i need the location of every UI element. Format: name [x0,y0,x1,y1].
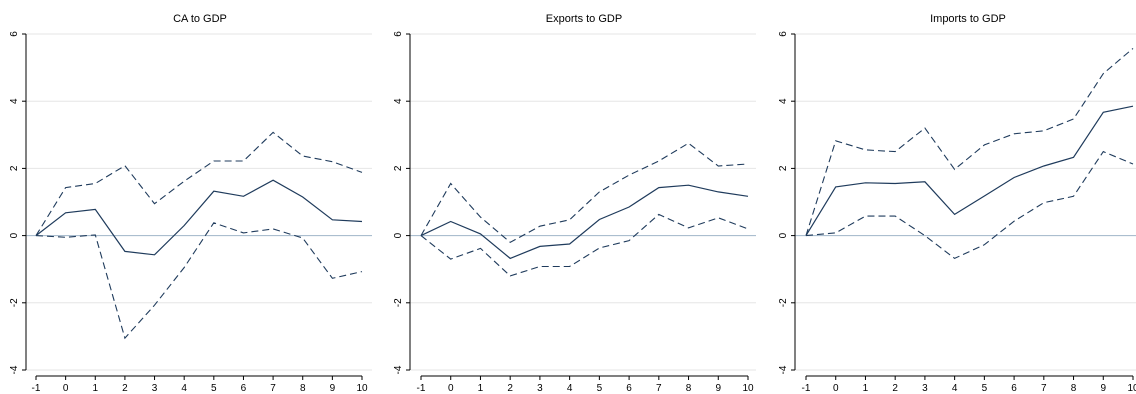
y-tick-label: 4 [9,98,20,104]
x-tick-label: 3 [152,383,158,394]
y-tick-label: -4 [778,365,789,374]
x-tick-label: 1 [92,383,98,394]
panel-1: CA to GDP -4 -2 0 2 4 6 -1 0 1 2 3 4 5 6 7 8 9 10 [9,13,372,394]
x-tick-label: 9 [330,383,336,394]
y-tick-label: -2 [778,298,789,307]
x-tick-label: 7 [270,383,276,394]
y-tick-label: 4 [778,98,789,104]
y-tick-label: -4 [9,365,20,374]
y-tick-label: 2 [393,165,404,171]
x-tick-label: 5 [982,383,988,394]
y-tick-label: 4 [393,98,404,104]
panel-title: Imports to GDP [930,13,1006,25]
x-tick-label: 2 [507,383,513,394]
x-tick-label: 5 [597,383,603,394]
x-tick-label: 6 [626,383,632,394]
series-line-estimate [420,184,749,260]
x-tick-label: 0 [448,383,454,394]
x-tick-label: 10 [742,383,754,394]
panel-title: CA to GDP [173,13,227,25]
x-tick-label: 4 [181,383,187,394]
x-tick-label: 2 [122,383,128,394]
y-tick-label: 6 [9,31,20,37]
x-tick-label: 10 [356,383,368,394]
series-line-estimate [805,105,1134,236]
x-tick-label: 10 [1127,383,1136,394]
x-tick-label: 1 [478,383,484,394]
x-tick-label: 3 [537,383,543,394]
x-tick-label: 3 [922,383,928,394]
x-tick-label: 4 [952,383,958,394]
y-tick-label: -2 [9,298,20,307]
panel-title: Exports to GDP [546,13,622,25]
x-tick-label: -1 [802,383,811,394]
x-tick-label: 8 [686,383,692,394]
x-tick-label: 4 [567,383,573,394]
series-line-band-2 [805,150,1134,260]
y-tick-label: 0 [393,232,404,238]
x-tick-label: -1 [417,383,426,394]
x-tick-label: 8 [300,383,306,394]
x-tick-label: 7 [1041,383,1047,394]
y-tick-label: 2 [9,165,20,171]
series-line-band-1 [420,142,749,243]
series-line-estimate [35,179,363,256]
panel-2: Exports to GDP -4 -2 0 2 4 6 -1 0 1 2 3 4 5 6 7 8 9 10 [393,13,756,394]
y-tick-label: 2 [778,165,789,171]
y-tick-label: -4 [393,365,404,374]
x-tick-label: 8 [1071,383,1077,394]
series-line-band-2 [420,213,749,277]
x-tick-label: 2 [892,383,898,394]
x-tick-label: 5 [211,383,217,394]
series-line-band-1 [35,131,363,236]
x-tick-label: -1 [32,383,41,394]
x-tick-label: 6 [241,383,247,394]
x-tick-label: 1 [863,383,869,394]
x-tick-label: 9 [1100,383,1106,394]
y-tick-label: 6 [393,31,404,37]
series-line-band-2 [35,222,363,340]
x-tick-label: 0 [63,383,69,394]
x-tick-label: 0 [833,383,839,394]
y-tick-label: 0 [778,232,789,238]
y-tick-label: -2 [393,298,404,307]
panel-3: Imports to GDP -4 -2 0 2 4 6 -1 0 1 2 3 4 5 6 7 8 9 10 [778,13,1136,394]
x-tick-label: 9 [715,383,721,394]
y-tick-label: 6 [778,31,789,37]
y-tick-label: 0 [9,232,20,238]
series-line-band-1 [805,47,1134,236]
x-tick-label: 7 [656,383,662,394]
x-tick-label: 6 [1011,383,1017,394]
